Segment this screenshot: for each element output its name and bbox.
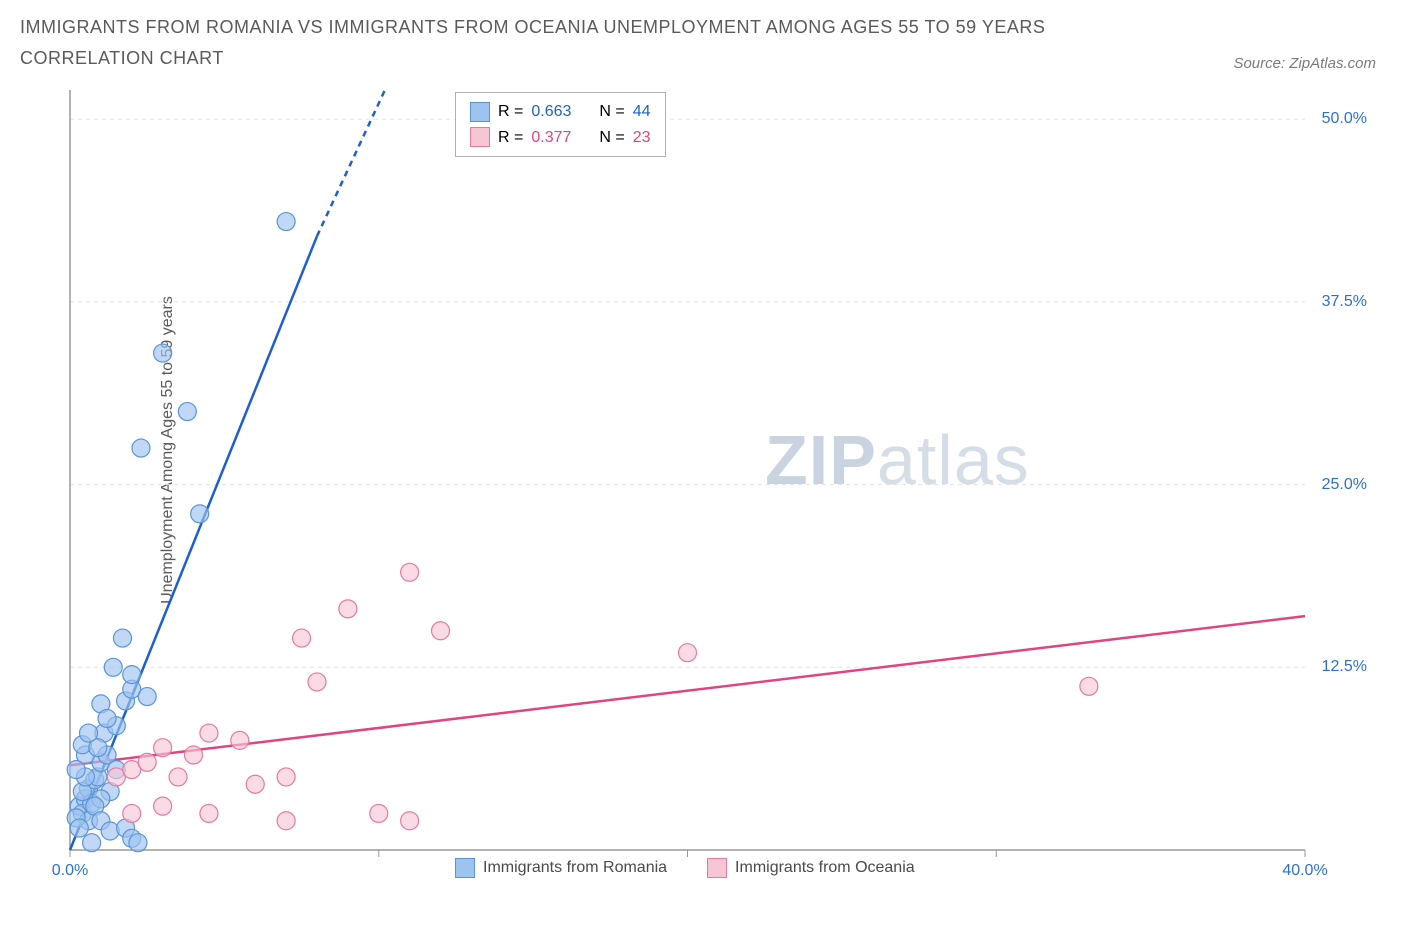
y-tick-label: 12.5% (1322, 658, 1367, 676)
legend-stats-row-romania: R = 0.663 N = 44 (470, 99, 651, 125)
r-label: R = (498, 99, 523, 125)
legend-stats-row-oceania: R = 0.377 N = 23 (470, 125, 651, 151)
r-label: R = (498, 125, 523, 151)
n-label: N = (599, 99, 624, 125)
r-value: 0.377 (531, 125, 571, 151)
y-tick-label: 37.5% (1322, 293, 1367, 311)
x-tick-label: 0.0% (52, 862, 88, 880)
y-tick-label: 50.0% (1322, 110, 1367, 128)
legend-item-romania: Immigrants from Romania (455, 858, 667, 878)
legend-stats: R = 0.663 N = 44 R = 0.377 N = 23 (455, 92, 666, 157)
n-label: N = (599, 125, 624, 151)
swatch-romania (455, 858, 475, 878)
legend-series: Immigrants from Romania Immigrants from … (455, 858, 915, 878)
r-value: 0.663 (531, 99, 571, 125)
legend-item-oceania: Immigrants from Oceania (707, 858, 915, 878)
swatch-oceania (707, 858, 727, 878)
legend-label: Immigrants from Romania (483, 859, 667, 877)
source-label: Source: ZipAtlas.com (1233, 55, 1376, 72)
n-value: 23 (633, 125, 651, 151)
n-value: 44 (633, 99, 651, 125)
swatch-oceania (470, 127, 490, 147)
chart-area: ZIPatlas R = 0.663 N = 44 R = 0.377 N = … (55, 90, 1375, 885)
swatch-romania (470, 102, 490, 122)
chart-title: IMMIGRANTS FROM ROMANIA VS IMMIGRANTS FR… (20, 12, 1120, 73)
y-tick-label: 25.0% (1322, 476, 1367, 494)
x-tick-label: 40.0% (1282, 862, 1327, 880)
legend-label: Immigrants from Oceania (735, 859, 915, 877)
scatter-plot-svg (55, 90, 1375, 885)
